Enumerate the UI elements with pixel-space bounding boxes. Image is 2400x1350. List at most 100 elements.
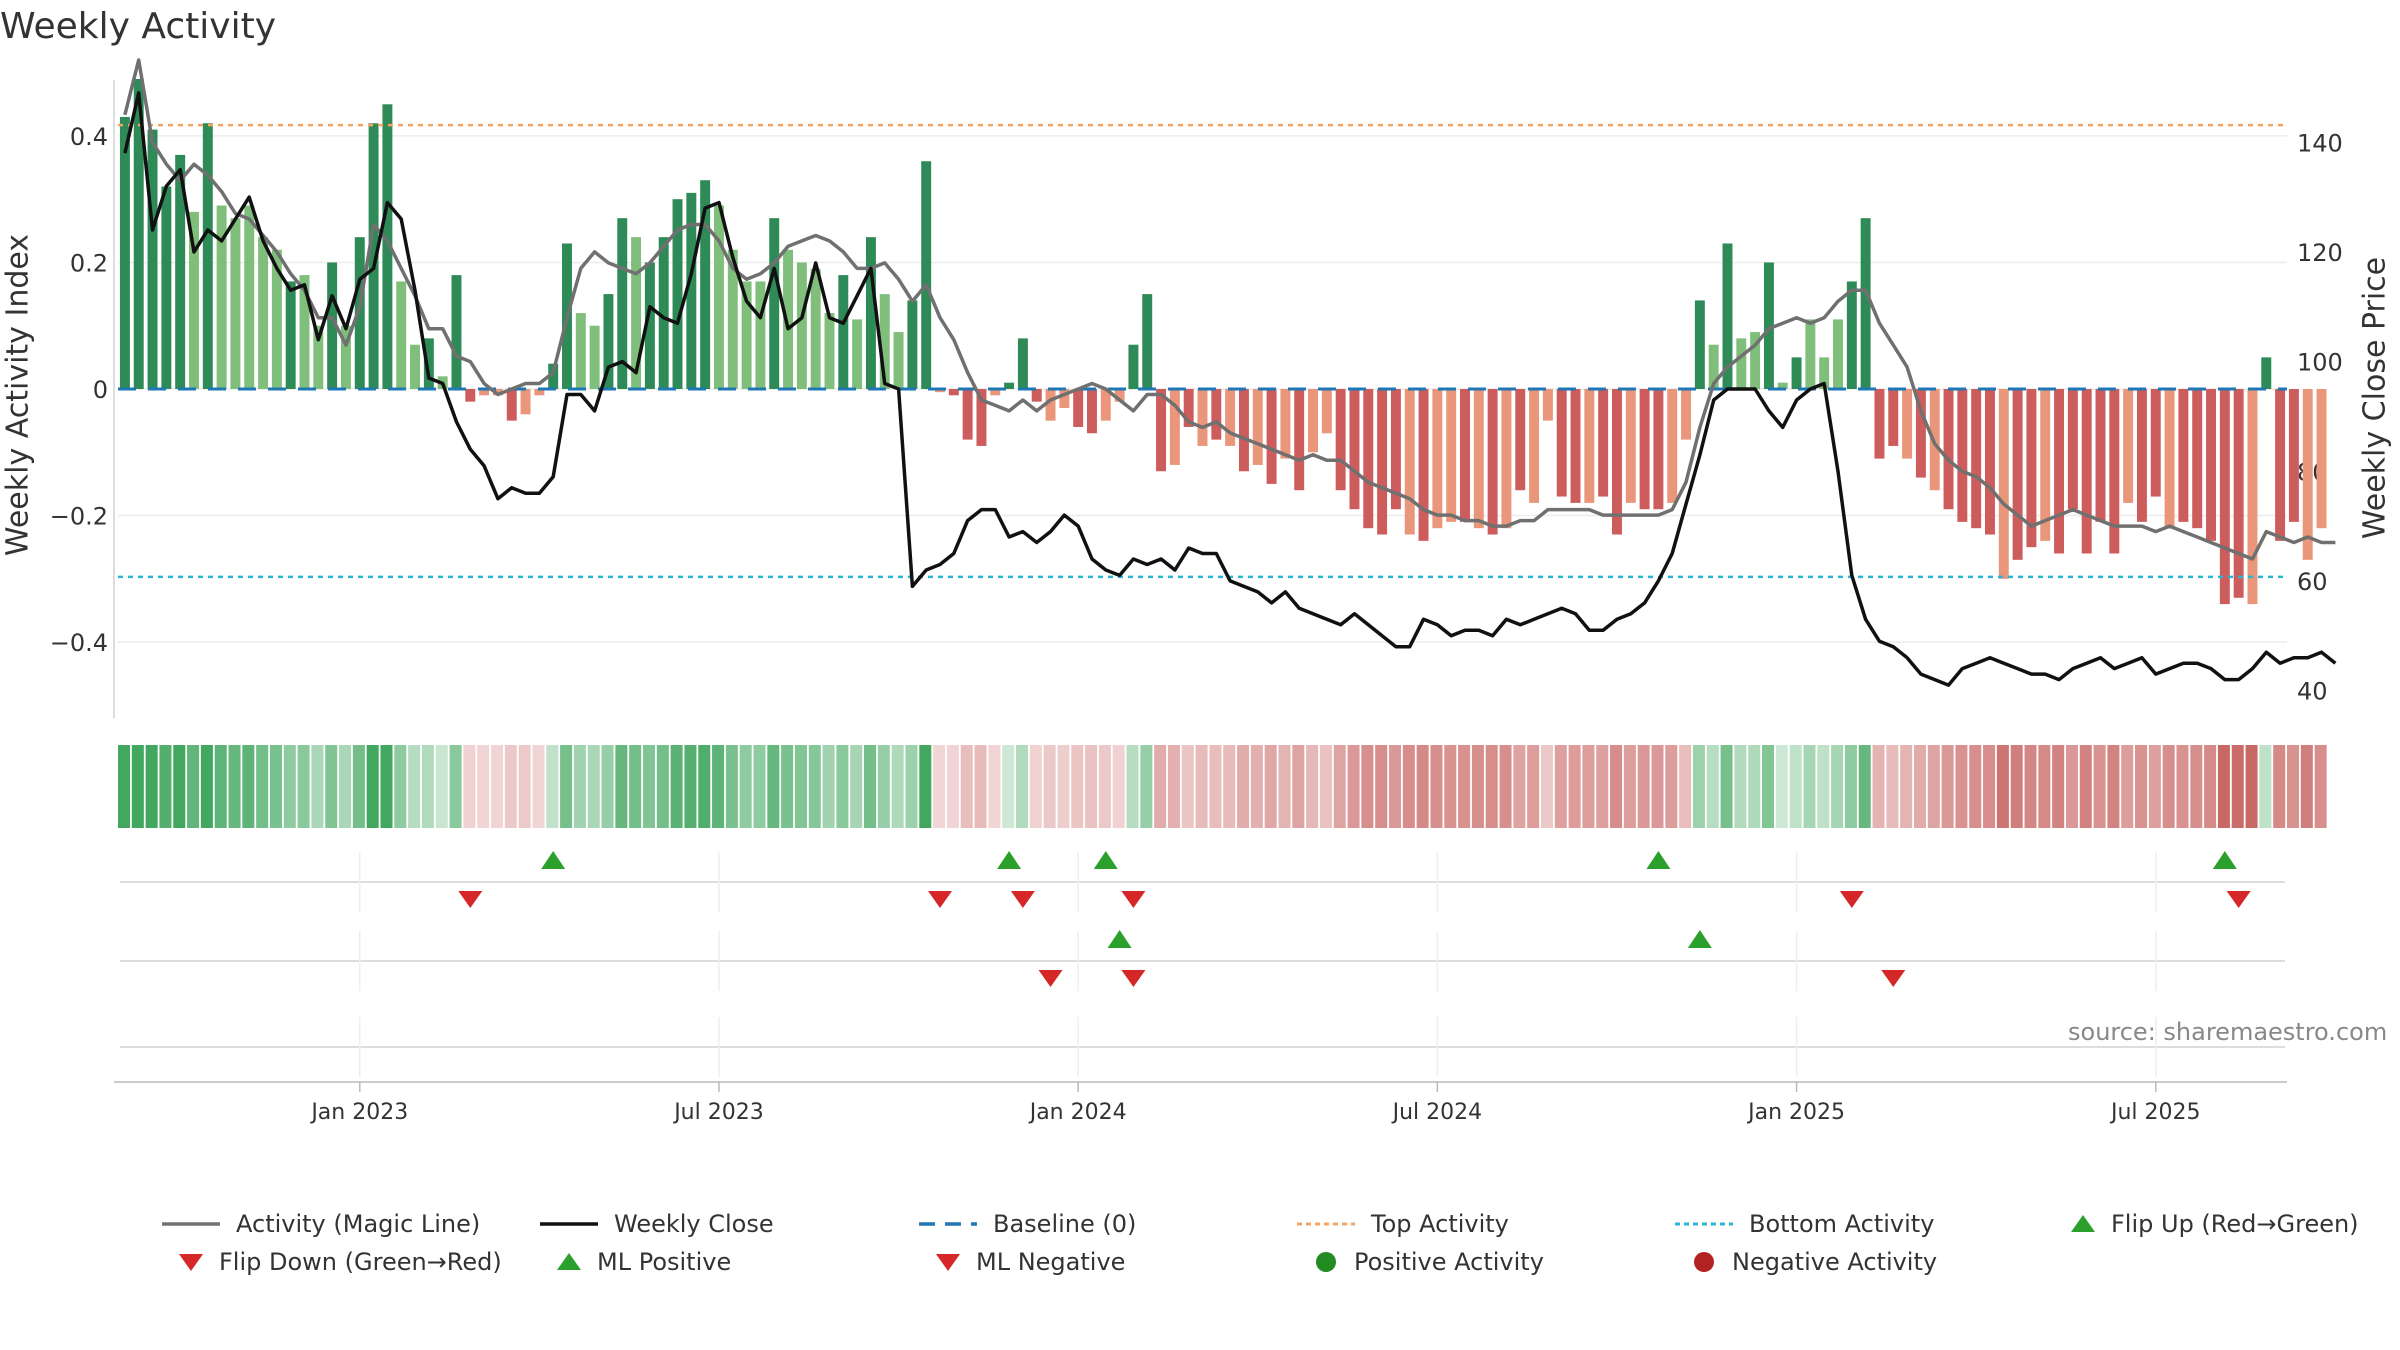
activity-bar: [1625, 389, 1636, 503]
heat-cell: [1347, 745, 1360, 828]
right-tick-label: 40: [2297, 678, 2328, 706]
legend-label: Negative Activity: [1732, 1248, 1938, 1276]
activity-bar: [465, 389, 476, 402]
heat-cell: [1140, 745, 1153, 828]
left-tick-label: −0.4: [50, 629, 108, 657]
heat-cell: [1112, 745, 1125, 828]
heat-cell: [1167, 745, 1180, 828]
x-tick-label: Jan 2025: [1746, 1100, 1845, 1125]
heat-cell: [1181, 745, 1194, 828]
activity-bar: [713, 205, 724, 389]
flip-up-marker: [1093, 851, 1118, 869]
activity-bar: [1211, 389, 1222, 440]
heat-cell: [601, 745, 614, 828]
activity-bar: [1805, 319, 1816, 389]
heat-cell: [491, 745, 504, 828]
legend-item: Flip Down (Green→Red): [177, 1248, 502, 1276]
heat-cell: [518, 745, 531, 828]
legend-label: Baseline (0): [993, 1210, 1137, 1238]
activity-bar: [1225, 389, 1236, 446]
heat-cell: [1264, 745, 1277, 828]
heat-cell: [2300, 745, 2313, 828]
activity-bar: [1114, 389, 1125, 402]
heat-cell: [946, 745, 959, 828]
activity-bar: [1321, 389, 1332, 434]
activity-bar: [1860, 218, 1871, 389]
activity-bar: [2261, 357, 2272, 389]
legend-item: ML Negative: [934, 1248, 1125, 1276]
activity-bar: [796, 262, 807, 389]
activity-bar: [1404, 389, 1415, 535]
activity-bar: [2192, 389, 2203, 529]
right-tick-label: 120: [2297, 239, 2343, 267]
activity-bar: [1487, 389, 1498, 535]
heat-cell: [118, 745, 131, 828]
heat-cell: [2162, 745, 2175, 828]
heat-cell: [1085, 745, 1098, 828]
activity-bar: [119, 116, 130, 389]
heat-cell: [1333, 745, 1346, 828]
activity-bar: [1833, 319, 1843, 389]
heat-cell: [1844, 745, 1857, 828]
activity-bar: [1556, 389, 1567, 497]
activity-bar: [327, 262, 338, 389]
activity-bar: [1004, 382, 1015, 389]
activity-bar: [534, 389, 545, 396]
heat-cell: [753, 745, 766, 828]
activity-bar: [2067, 389, 2078, 510]
heat-cell: [449, 745, 462, 828]
activity-bar: [838, 275, 849, 389]
legend-label: Flip Up (Red→Green): [2111, 1210, 2359, 1238]
legend-label: Weekly Close: [614, 1210, 774, 1238]
heat-cell: [504, 745, 517, 828]
activity-bar: [1252, 389, 1263, 465]
heat-cell: [698, 745, 711, 828]
left-tick-label: 0.2: [70, 249, 108, 277]
activity-bar: [1128, 344, 1139, 389]
activity-bar: [1515, 389, 1526, 491]
heat-cell: [2024, 745, 2037, 828]
activity-bar: [1169, 389, 1180, 465]
heat-cell: [1637, 745, 1650, 828]
legend-item: Baseline (0): [917, 1210, 1136, 1238]
heat-cell: [283, 745, 296, 828]
heat-cell: [242, 745, 255, 828]
x-tick-label: Jul 2023: [672, 1100, 764, 1125]
activity-bar: [921, 161, 932, 389]
heat-cell: [269, 745, 282, 828]
heat-cell: [1789, 745, 1802, 828]
legend-item: Bottom Activity: [1673, 1210, 1934, 1238]
marker-rows: Jan 2023 Jul 2023 Jan 2024 Jul 2024 Jan 2025…: [114, 851, 2287, 1125]
activity-bar: [271, 249, 282, 389]
activity-bar: [990, 389, 1001, 396]
heat-cell: [1223, 745, 1236, 828]
x-tick-label: Jul 2025: [2109, 1100, 2201, 1125]
activity-bar: [1667, 389, 1678, 503]
heat-cell: [2190, 745, 2203, 828]
heat-cell: [560, 745, 573, 828]
activity-bar: [1819, 357, 1830, 389]
heat-cell: [1568, 745, 1581, 828]
activity-bar: [1349, 389, 1360, 510]
heat-cell: [1250, 745, 1263, 828]
activity-bar: [202, 123, 213, 390]
activity-bar: [451, 275, 462, 389]
heat-cell: [1126, 745, 1139, 828]
legend-item: Top Activity: [1295, 1210, 1509, 1238]
heat-cell: [905, 745, 918, 828]
heat-cell: [642, 745, 655, 828]
heat-cell: [2079, 745, 2092, 828]
heat-cell: [960, 745, 973, 828]
activity-bar: [1266, 389, 1277, 484]
legend-line-icon: [540, 1222, 598, 1226]
heat-cell: [546, 745, 559, 828]
legend-label: ML Positive: [597, 1248, 732, 1276]
heat-cell: [394, 745, 407, 828]
heat-cell: [2148, 745, 2161, 828]
activity-bar: [161, 186, 172, 389]
heat-cell: [1029, 745, 1042, 828]
heat-cell: [2245, 745, 2258, 828]
heat-cell: [1748, 745, 1761, 828]
right-tick-label: 140: [2297, 129, 2343, 157]
